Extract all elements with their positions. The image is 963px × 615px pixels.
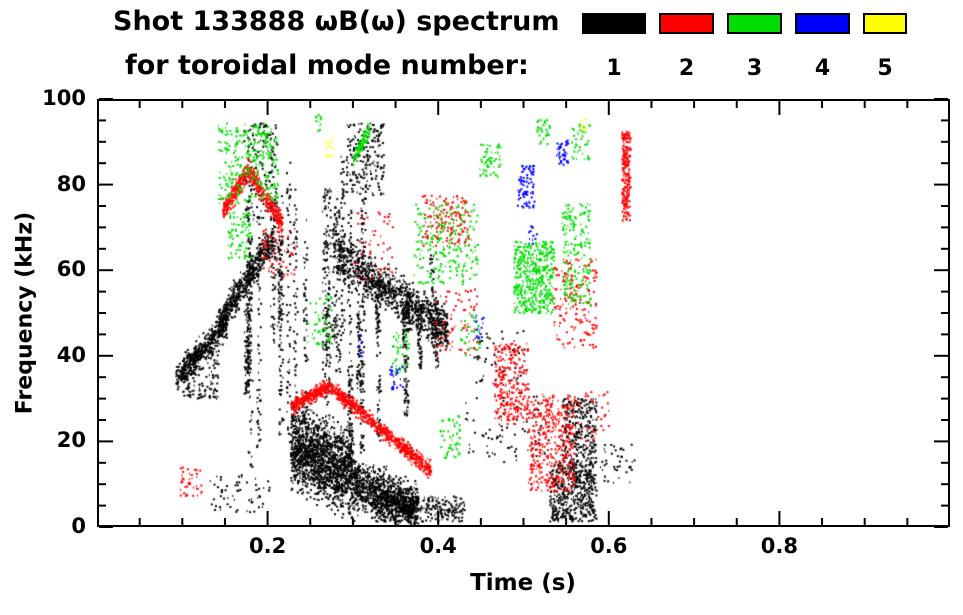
y-axis-label: Frequency (kHz) — [12, 211, 38, 415]
mode-number-2: 2 — [678, 56, 695, 81]
legend-swatch-n3 — [727, 13, 782, 34]
y-tick-label: 20 — [56, 428, 86, 453]
mode-number-5: 5 — [877, 56, 893, 81]
mode-number-1: 1 — [606, 56, 622, 81]
x-tick-label: 0.8 — [760, 534, 798, 558]
mode-number-3: 3 — [746, 56, 763, 81]
legend-swatch-n4 — [795, 13, 850, 34]
y-tick-label: 80 — [56, 171, 86, 196]
x-tick-label: 0.6 — [590, 534, 628, 558]
x-tick-label: 0.4 — [419, 534, 457, 558]
legend-swatch-n1 — [582, 13, 646, 34]
y-tick-label: 40 — [56, 342, 86, 367]
y-tick-label: 0 — [71, 514, 86, 538]
y-tick-label: 60 — [56, 257, 86, 282]
mode-legend — [582, 13, 907, 34]
plot-area — [97, 99, 950, 527]
chart-title: Shot 133888 ωB(ω) spectrum — [113, 6, 560, 37]
x-axis-label: Time (s) — [470, 570, 576, 596]
mode-number-4: 4 — [814, 56, 831, 81]
spectrogram-canvas — [99, 101, 948, 525]
x-tick-label: 0.2 — [248, 534, 287, 558]
legend-swatch-n2 — [659, 13, 714, 34]
chart-subtitle: for toroidal mode number: — [125, 50, 529, 81]
legend-swatch-n5 — [863, 13, 907, 34]
mode-numbers: 1 2 3 4 5 — [582, 56, 907, 81]
y-tick-label: 100 — [42, 86, 86, 110]
